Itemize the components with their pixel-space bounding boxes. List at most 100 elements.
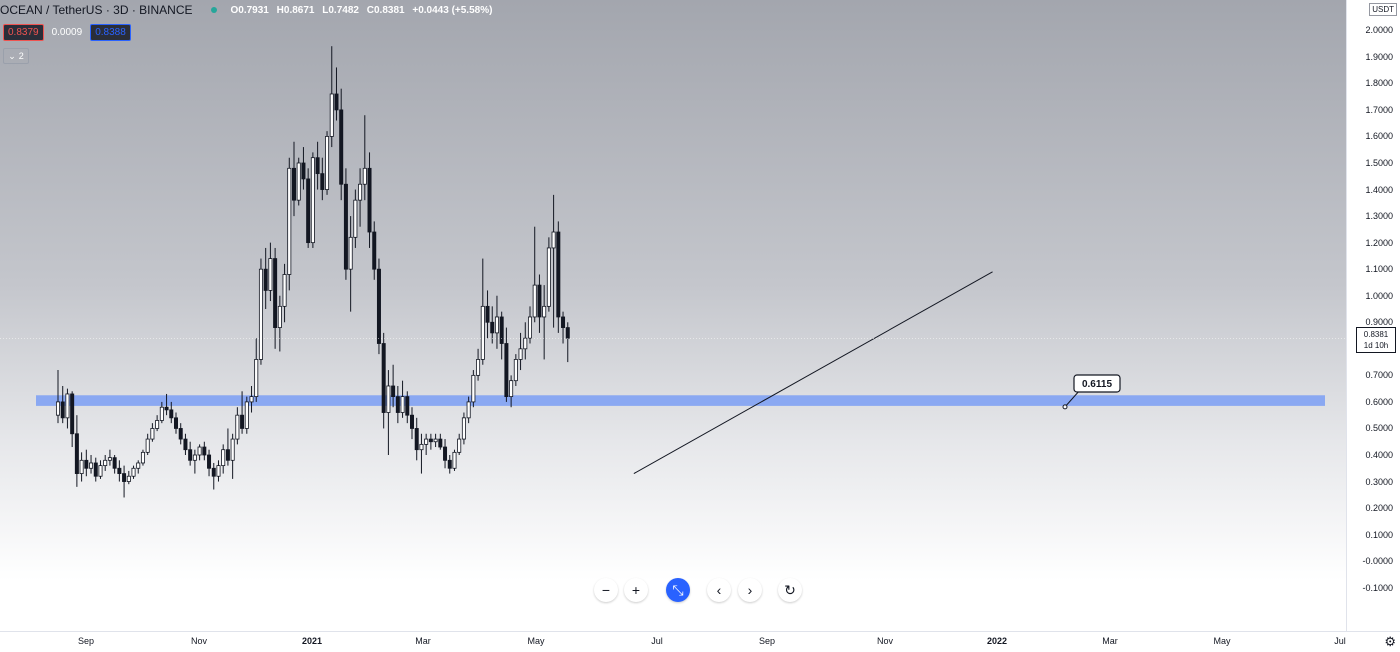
- candle-down: [291, 167, 296, 201]
- candle-down: [367, 167, 372, 233]
- candle-up: [466, 401, 471, 419]
- quote-panel: 0.8379 0.0009 0.8388: [3, 24, 131, 41]
- candle-down: [306, 178, 311, 244]
- candle-up: [546, 247, 551, 307]
- candle-down: [74, 433, 79, 474]
- chevron-left-icon: ‹: [716, 582, 722, 598]
- price-tick-label: 1.6000: [1365, 131, 1393, 142]
- candle-up: [235, 414, 240, 440]
- market-status-icon: [210, 7, 217, 13]
- zoom-out-button[interactable]: −: [594, 578, 618, 602]
- candle-down: [301, 162, 306, 180]
- candle-up: [192, 454, 197, 461]
- candle-down: [178, 428, 183, 440]
- indicator-count: 2: [18, 51, 24, 61]
- candle-up: [457, 438, 462, 453]
- reset-chart-button[interactable]: ↻: [778, 578, 802, 602]
- high-value: 0.8671: [283, 4, 315, 16]
- candle-up: [325, 136, 330, 190]
- candle-down: [122, 473, 127, 482]
- time-tick-label: May: [527, 636, 545, 646]
- candle-down: [343, 183, 348, 270]
- time-tick-label: May: [1213, 636, 1231, 646]
- ohlc-values: O0.7931 H0.8671 L0.7482 C0.8381 +0.0443 …: [230, 4, 493, 16]
- zone-price-label: 0.6115: [1082, 379, 1112, 390]
- collapse-indicators-button[interactable]: ⌄ 2: [3, 48, 29, 64]
- candle-down: [556, 231, 561, 318]
- candlestick-chart[interactable]: 0.6115: [0, 0, 1346, 631]
- chart-navigation-toolbar: − + ⤡ ‹ › ↻: [0, 578, 1346, 606]
- candle-down: [183, 438, 188, 451]
- sell-price-button[interactable]: 0.8379: [3, 24, 44, 41]
- scroll-left-button[interactable]: ‹: [707, 578, 731, 602]
- time-tick-label: Nov: [190, 636, 208, 646]
- candle-up: [65, 393, 70, 419]
- candle-up: [244, 401, 249, 429]
- candle-down: [225, 449, 230, 461]
- candle-up: [452, 451, 457, 469]
- candle-up: [197, 446, 202, 456]
- candle-up: [296, 162, 301, 201]
- candle-down: [490, 321, 495, 334]
- chart-pane[interactable]: 0.6115 OCEAN / TetherUS · 3D · BINANCE O…: [0, 0, 1346, 631]
- candle-down: [93, 462, 98, 477]
- price-tick-label: 0.2000: [1365, 503, 1393, 514]
- current-price-label: 0.8381 1d 10h: [1356, 326, 1396, 353]
- price-tick-label: 0.5000: [1365, 423, 1393, 434]
- time-tick-label: Mar: [415, 636, 431, 646]
- price-tick-label: 1.4000: [1365, 184, 1393, 195]
- price-tick-label: 1.2000: [1365, 237, 1393, 248]
- candle-down: [565, 327, 570, 339]
- candle-up: [480, 305, 485, 360]
- candle-down: [414, 428, 419, 451]
- gear-icon[interactable]: ⚙: [1384, 634, 1396, 649]
- candle-up: [268, 258, 273, 291]
- candle-up: [461, 417, 466, 440]
- trendline: [633, 271, 993, 475]
- callout-box: [1073, 374, 1121, 393]
- candle-down: [320, 173, 325, 190]
- price-scale[interactable]: USDT 2.0000 1.9000 1.8000 1.7000 1.6000 1.500…: [1346, 0, 1400, 631]
- symbol-title[interactable]: OCEAN / TetherUS · 3D · BINANCE: [0, 3, 193, 17]
- candle-down: [240, 414, 245, 429]
- candle-up: [419, 443, 424, 451]
- candle-down: [188, 449, 193, 461]
- candle-down: [499, 316, 504, 344]
- candle-down: [273, 258, 278, 328]
- zoom-in-button[interactable]: +: [624, 578, 648, 602]
- candle-down: [504, 343, 509, 398]
- candle-up: [277, 305, 282, 328]
- callout-pointer: [1064, 389, 1081, 408]
- price-tick-label: 1.3000: [1365, 211, 1393, 222]
- open-value: 0.7931: [238, 4, 269, 16]
- candle-down: [405, 396, 410, 416]
- candle-up: [310, 157, 315, 244]
- candle-up: [140, 451, 145, 464]
- candle-up: [353, 199, 358, 238]
- candle-up: [216, 465, 221, 477]
- currency-unit-badge[interactable]: USDT: [1369, 3, 1397, 16]
- candle-up: [348, 236, 353, 270]
- candle-down: [376, 268, 381, 344]
- candle-down: [339, 109, 344, 185]
- candle-down: [207, 454, 212, 469]
- time-tick-label: 2022: [986, 636, 1008, 646]
- scroll-right-button[interactable]: ›: [738, 578, 762, 602]
- candle-up: [532, 284, 537, 318]
- candle-up: [523, 337, 528, 350]
- candle-up: [542, 305, 547, 318]
- candle-down: [263, 268, 268, 291]
- price-tick-label: 1.9000: [1365, 51, 1393, 62]
- candle-down: [112, 457, 117, 469]
- compress-icon: ⤡: [672, 581, 684, 598]
- candle-up: [103, 459, 108, 467]
- buy-price-button[interactable]: 0.8388: [90, 24, 131, 41]
- symbol-legend: OCEAN / TetherUS · 3D · BINANCE O0.7931 …: [0, 3, 492, 17]
- candle-down: [485, 305, 490, 323]
- time-tick-label: Jul: [651, 636, 663, 646]
- candle-up: [155, 420, 160, 429]
- time-scale[interactable]: Sep Nov 2021 Mar May Jul Sep Nov 2022 Mar May Jul ⚙: [0, 631, 1400, 652]
- reset-zoom-button[interactable]: ⤡: [666, 578, 690, 602]
- plus-icon: +: [631, 582, 641, 598]
- candle-down: [409, 414, 414, 429]
